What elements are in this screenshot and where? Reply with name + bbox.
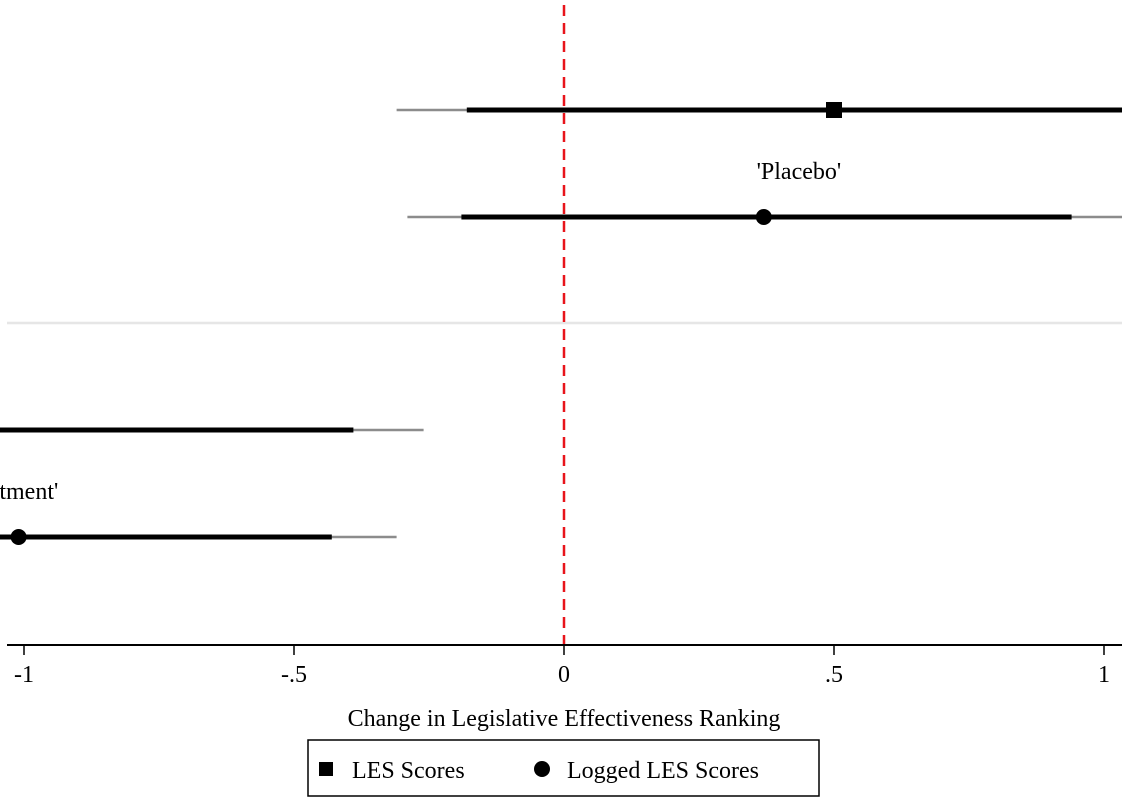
x-tick-label: 1 <box>1098 662 1110 688</box>
legend-label: Logged LES Scores <box>567 758 759 784</box>
x-axis: -2-1.5-1-.50.511.52 <box>7 644 1122 688</box>
x-tick-label: 0 <box>558 662 570 688</box>
legend: LES Scores Logged LES Scores <box>307 739 820 797</box>
legend-square-marker <box>319 762 333 776</box>
x-axis-title: Change in Legislative Effectiveness Rank… <box>348 706 781 732</box>
group-label: 'Placebo' <box>757 159 842 185</box>
legend-box <box>307 739 820 797</box>
legend-label: LES Scores <box>352 758 465 784</box>
x-tick-label: .5 <box>825 662 843 688</box>
group-label-layer: 'Placebo' 'Treatment' <box>0 159 841 505</box>
legend-circle-marker <box>534 761 550 777</box>
estimate-marker-layer <box>10 102 842 545</box>
estimate-circle-marker <box>10 529 27 545</box>
x-tick-label: -.5 <box>281 662 307 688</box>
x-tick-label: -1 <box>14 662 34 688</box>
group-label: 'Treatment' <box>0 479 58 505</box>
estimate-circle-marker <box>755 209 772 225</box>
estimate-square-marker <box>826 102 842 118</box>
